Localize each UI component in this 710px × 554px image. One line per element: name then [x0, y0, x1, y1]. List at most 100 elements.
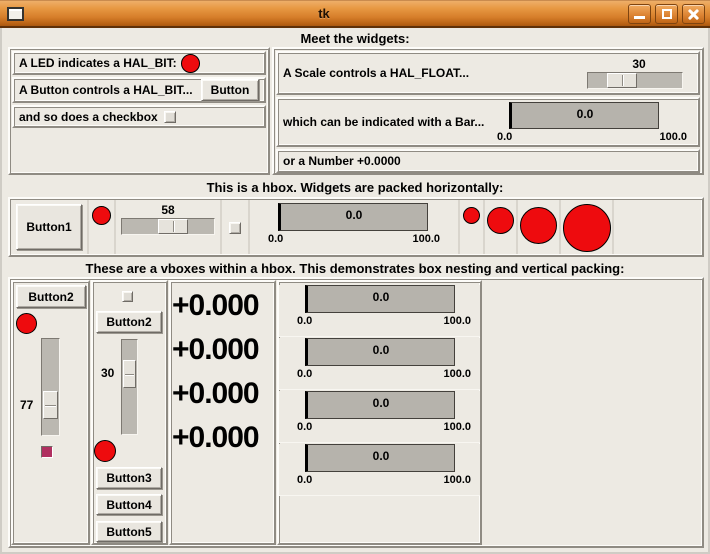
- bar-value-box: 0.0: [305, 444, 455, 472]
- vbox-col1: Button2 77: [11, 280, 90, 545]
- hbox-led4-cell: [518, 200, 561, 254]
- vbox-col3-numbers: +0.000 +0.000 +0.000 +0.000: [169, 280, 276, 545]
- scale-row-label: A Scale controls a HAL_FLOAT...: [283, 66, 470, 80]
- hal-bar-indicator: 0.0 0.0 100.0: [497, 101, 693, 143]
- bar-row-label: which can be indicated with a Bar...: [283, 115, 485, 129]
- bar-min-label: 0.0: [297, 421, 313, 433]
- col1-button2[interactable]: Button2: [16, 285, 86, 308]
- hbox-led-small: [463, 207, 480, 224]
- hbox-led: [92, 206, 111, 225]
- scale-slider-handle[interactable]: [607, 73, 637, 88]
- col1-led: [16, 313, 37, 334]
- bar-min-label: 0.0: [497, 130, 513, 143]
- hbox-caption: This is a hbox. Widgets are packed horiz…: [206, 180, 504, 195]
- hbox-bar-value-box: 0.0: [278, 203, 428, 231]
- bar-scale-labels: 0.0 100.0: [497, 131, 687, 143]
- bar-max-label: 100.0: [443, 315, 471, 327]
- bar-scale-labels: 0.0 100.0: [297, 315, 471, 327]
- led-row-label: A LED indicates a HAL_BIT:: [19, 56, 177, 70]
- scale-trough[interactable]: [587, 72, 683, 89]
- hbox-bar-cell: 0.0 0.0 100.0: [250, 200, 460, 254]
- minimize-icon: [634, 15, 645, 19]
- hal-bit-led: [180, 53, 200, 73]
- hbox-led-cell: [89, 200, 116, 254]
- col1-checkbox[interactable]: [41, 446, 53, 458]
- checkbox-row: and so does a checkbox: [12, 105, 266, 128]
- vbox-col2: Button2 30 Button3 Button4 Button5: [91, 280, 168, 545]
- hbox-led-large: [520, 207, 557, 244]
- col1-scale-trough[interactable]: [41, 338, 60, 436]
- bar-group: 0.0 0.0 100.0: [279, 285, 480, 337]
- col2-button4[interactable]: Button4: [96, 494, 162, 515]
- bar-max-label: 100.0: [443, 368, 471, 380]
- col2-scale-value: 30: [101, 366, 115, 380]
- bar-min-label: 0.0: [297, 474, 313, 486]
- minimize-button[interactable]: [628, 3, 651, 24]
- bar-max-label: 100.0: [443, 474, 471, 486]
- col2-scale-trough[interactable]: [121, 339, 138, 435]
- hbox-scale-value: 58: [161, 203, 175, 217]
- col2-button2[interactable]: Button2: [96, 311, 162, 333]
- header-caption: Meet the widgets:: [300, 31, 410, 46]
- hbox-scale-handle[interactable]: [158, 219, 188, 234]
- scale-row: A Scale controls a HAL_FLOAT... 30: [276, 51, 700, 95]
- button-row-label: A Button controls a HAL_BIT...: [19, 83, 193, 97]
- hal-bit-checkbox[interactable]: [163, 110, 176, 123]
- button1[interactable]: Button1: [16, 204, 82, 250]
- hbox-bar-min: 0.0: [268, 233, 284, 245]
- bar-min-label: 0.0: [297, 315, 313, 327]
- hbox-led2-cell: [460, 200, 485, 254]
- maximize-button[interactable]: [655, 3, 678, 24]
- bar-group: 0.0 0.0 100.0: [279, 338, 480, 390]
- button-row: A Button controls a HAL_BIT... Button: [12, 77, 266, 103]
- vboxes-frame: Button2 77 Button2 30 Button3 Button4: [8, 277, 704, 548]
- hbox-bar-scale-labels: 0.0 100.0: [268, 233, 440, 245]
- hbox-checkbox-cell: [222, 200, 250, 254]
- bar-scale-labels: 0.0 100.0: [297, 421, 471, 433]
- hal-bit-button[interactable]: Button: [201, 79, 259, 101]
- number-row-label: or a Number +0.0000: [283, 154, 401, 168]
- hbox-filler: [614, 200, 701, 254]
- window-controls: [624, 3, 705, 24]
- titlebar: tk: [0, 0, 710, 28]
- intro-left-frame: A LED indicates a HAL_BIT: A Button cont…: [8, 47, 270, 175]
- col2-checkbox[interactable]: [122, 291, 133, 302]
- bar-min-label: 0.0: [297, 368, 313, 380]
- hbox-button-cell: Button1: [11, 200, 89, 254]
- bar-max-label: 100.0: [659, 130, 687, 143]
- bar-value-box: 0.0: [305, 338, 455, 366]
- number-display: +0.000: [172, 333, 260, 366]
- number-display: +0.000: [172, 377, 260, 410]
- col2-led: [94, 440, 116, 462]
- maximize-icon: [662, 8, 672, 19]
- number-row: or a Number +0.0000: [276, 149, 700, 173]
- col2-scale-handle[interactable]: [123, 360, 136, 388]
- hbox-led-medium: [487, 207, 514, 234]
- hbox-scale-cell: 58: [116, 200, 222, 254]
- bar-scale-labels: 0.0 100.0: [297, 368, 471, 380]
- number-display: +0.000: [172, 289, 260, 322]
- number-display: +0.000: [172, 421, 260, 454]
- window-title: tk: [318, 6, 330, 21]
- bar-value-box: 0.0: [305, 285, 455, 313]
- vbox-col4-bars: 0.0 0.0 100.0 0.0 0.0 100.0 0.0: [277, 280, 482, 545]
- close-button[interactable]: [682, 3, 705, 24]
- intro-right-frame: A Scale controls a HAL_FLOAT... 30 which…: [272, 47, 704, 175]
- hbox-led3-cell: [485, 200, 518, 254]
- hal-float-scale: 30: [587, 57, 691, 89]
- hbox-checkbox[interactable]: [229, 222, 241, 234]
- hbox-led-xlarge: [563, 204, 611, 252]
- main-content: Meet the widgets: A LED indicates a HAL_…: [0, 28, 710, 554]
- hbox-scale-trough[interactable]: [121, 218, 215, 235]
- col1-scale-handle[interactable]: [43, 391, 58, 419]
- hbox-frame: Button1 58 0.0 0.0 100.0: [8, 197, 704, 257]
- bar-row: which can be indicated with a Bar... 0.0…: [276, 97, 700, 147]
- col1-scale-value: 77: [20, 398, 34, 412]
- checkbox-row-label: and so does a checkbox: [19, 109, 158, 124]
- vboxes-caption: These are a vboxes within a hbox. This d…: [85, 261, 625, 276]
- bar-group: 0.0 0.0 100.0: [279, 391, 480, 443]
- col2-button5[interactable]: Button5: [96, 521, 162, 542]
- col2-button3[interactable]: Button3: [96, 467, 162, 489]
- bar-scale-labels: 0.0 100.0: [297, 474, 471, 486]
